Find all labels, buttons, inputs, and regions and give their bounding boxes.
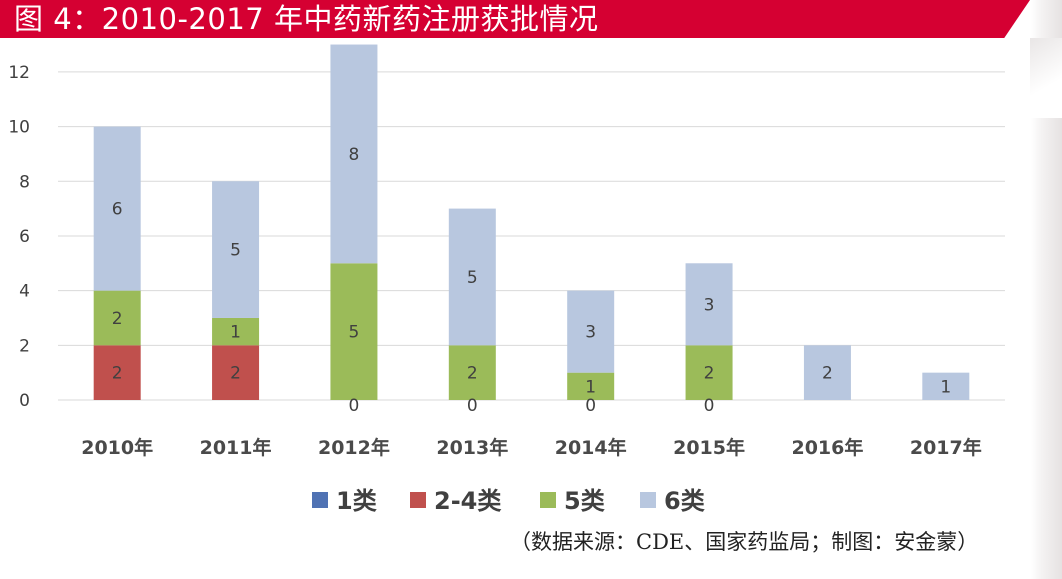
data-label: 8 — [349, 145, 360, 165]
zero-data-label: 0 — [704, 396, 715, 416]
data-label: 2 — [230, 364, 241, 384]
bar-2015年-5类 — [685, 345, 733, 400]
legend-swatch — [312, 492, 328, 508]
x-category-label: 2016年 — [791, 436, 863, 459]
data-label: 3 — [585, 323, 596, 343]
bar-2010年-2-4类 — [93, 345, 141, 400]
x-category-label: 2017年 — [910, 436, 982, 459]
x-category-label: 2011年 — [200, 436, 272, 459]
legend-label: 2-4类 — [434, 487, 502, 515]
y-tick-label: 0 — [19, 391, 30, 411]
bar-2017年-6类 — [922, 372, 970, 400]
bar-2016年-6类 — [803, 345, 851, 400]
legend-label: 5类 — [564, 487, 606, 515]
zero-data-label: 0 — [585, 396, 596, 416]
legend-swatch — [640, 492, 656, 508]
bar-2015年-6类 — [685, 263, 733, 346]
data-label: 5 — [349, 323, 360, 343]
y-tick-label: 2 — [19, 336, 30, 356]
stacked-bar-chart: 0246810122262010年2152011年5802012年2502013… — [8, 44, 1005, 515]
data-label: 1 — [230, 323, 241, 343]
x-category-label: 2015年 — [673, 436, 745, 459]
bar-2013年-6类 — [448, 208, 496, 346]
data-label: 2 — [467, 364, 478, 384]
source-note: （数据来源：CDE、国家药监局；制图：安金蒙） — [510, 530, 979, 554]
data-label: 6 — [112, 200, 123, 220]
legend-label: 1类 — [336, 487, 378, 515]
x-category-label: 2013年 — [436, 436, 508, 459]
x-category-label: 2014年 — [555, 436, 627, 459]
page-fold-decoration — [1030, 38, 1062, 118]
bar-2010年-6类 — [93, 126, 141, 291]
data-label: 2 — [704, 364, 715, 384]
bar-2014年-6类 — [567, 290, 615, 373]
y-tick-label: 8 — [19, 172, 30, 192]
bar-2012年-5类 — [330, 263, 378, 400]
y-tick-label: 4 — [19, 282, 30, 302]
data-label: 5 — [467, 268, 478, 288]
x-category-label: 2012年 — [318, 436, 390, 459]
data-label: 5 — [230, 241, 241, 261]
data-label: 2 — [822, 364, 833, 384]
legend-swatch — [540, 492, 556, 508]
bar-2013年-5类 — [448, 345, 496, 400]
legend-label: 6类 — [664, 487, 706, 515]
data-label: 2 — [112, 309, 123, 329]
bar-2010年-5类 — [93, 290, 141, 346]
data-label: 3 — [704, 295, 715, 315]
bar-2011年-5类 — [212, 317, 260, 346]
data-label: 1 — [940, 377, 951, 397]
data-label: 1 — [585, 377, 596, 397]
bar-2014年-5类 — [567, 372, 615, 400]
legend-swatch — [410, 492, 426, 508]
bar-2011年-2-4类 — [212, 345, 260, 400]
bar-2011年-6类 — [212, 181, 260, 318]
y-tick-label: 10 — [8, 118, 30, 138]
x-category-label: 2010年 — [81, 436, 153, 459]
bar-2012年-6类 — [330, 44, 378, 264]
title-bar — [0, 0, 1030, 38]
zero-data-label: 0 — [349, 396, 360, 416]
y-tick-label: 12 — [8, 63, 30, 83]
zero-data-label: 0 — [467, 396, 478, 416]
y-tick-label: 6 — [19, 227, 30, 247]
data-label: 2 — [112, 364, 123, 384]
chart-title: 图 4：2010-2017 年中药新药注册获批情况 — [14, 2, 599, 36]
